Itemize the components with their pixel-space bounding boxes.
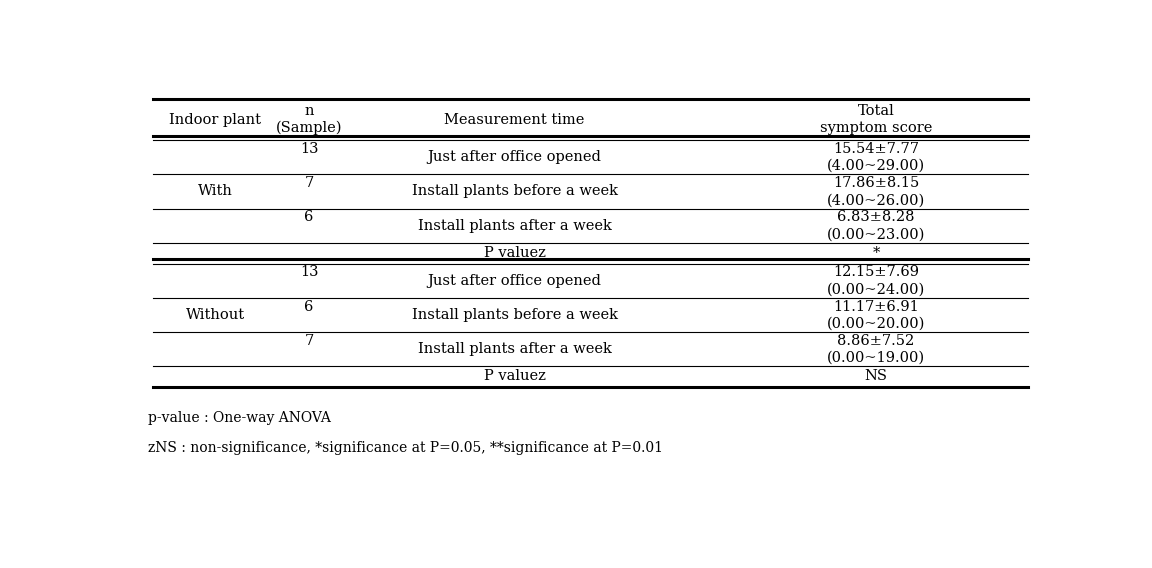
Text: zNS : non-significance, *significance at P=0.05, **significance at P=0.01: zNS : non-significance, *significance at… (149, 441, 664, 455)
Text: With: With (198, 185, 233, 198)
Text: 8.86±7.52: 8.86±7.52 (838, 333, 915, 348)
Text: Install plants before a week: Install plants before a week (411, 308, 617, 322)
Text: n
(Sample): n (Sample) (276, 104, 342, 135)
Text: 17.86±8.15: 17.86±8.15 (833, 176, 919, 190)
Text: Indoor plant: Indoor plant (169, 112, 262, 127)
Text: Just after office opened: Just after office opened (427, 274, 601, 288)
Text: Install plants after a week: Install plants after a week (417, 342, 612, 356)
Text: p-value : One-way ANOVA: p-value : One-way ANOVA (149, 411, 332, 425)
Text: 6: 6 (304, 299, 313, 314)
Text: Without: Without (185, 308, 245, 322)
Text: 6.83±8.28: 6.83±8.28 (838, 210, 915, 224)
Text: Just after office opened: Just after office opened (427, 151, 601, 164)
Text: 11.17±6.91: 11.17±6.91 (833, 299, 919, 314)
Text: 12.15±7.69: 12.15±7.69 (833, 265, 919, 279)
Text: Install plants before a week: Install plants before a week (411, 185, 617, 198)
Text: 15.54±7.77: 15.54±7.77 (833, 142, 919, 156)
Text: 7: 7 (304, 333, 313, 348)
Text: NS: NS (865, 370, 887, 383)
Text: (0.00~19.00): (0.00~19.00) (827, 350, 925, 365)
Text: Install plants after a week: Install plants after a week (417, 219, 612, 233)
Text: Total
symptom score: Total symptom score (820, 105, 932, 135)
Text: P valuez: P valuez (484, 246, 545, 260)
Text: Measurement time: Measurement time (445, 112, 585, 127)
Text: (0.00~23.00): (0.00~23.00) (827, 227, 925, 241)
Text: 13: 13 (300, 142, 318, 156)
Text: 7: 7 (304, 176, 313, 190)
Text: *: * (872, 246, 880, 260)
Text: (0.00~20.00): (0.00~20.00) (827, 316, 925, 331)
Text: 6: 6 (304, 210, 313, 224)
Text: 13: 13 (300, 265, 318, 279)
Text: (0.00~24.00): (0.00~24.00) (827, 282, 925, 296)
Text: (4.00~26.00): (4.00~26.00) (827, 193, 925, 207)
Text: (4.00~29.00): (4.00~29.00) (827, 159, 925, 173)
Text: P valuez: P valuez (484, 370, 545, 383)
